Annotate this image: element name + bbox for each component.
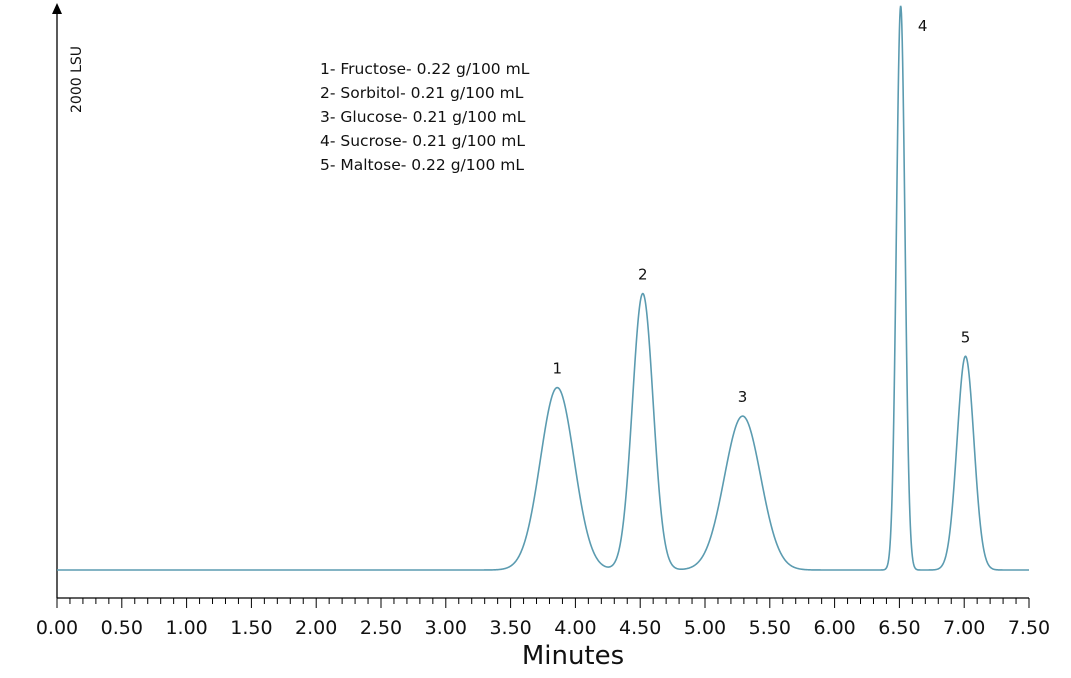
x-axis-label: Minutes	[522, 641, 624, 671]
x-ticks	[56, 598, 1030, 608]
x-tick-label: 0.00	[36, 617, 78, 639]
peak-labels: 1 2 3 4 5	[552, 17, 970, 406]
peak-label-3: 3	[738, 388, 748, 406]
y-axis-arrow-icon	[52, 3, 62, 14]
peak-label-4: 4	[918, 17, 928, 35]
x-axis: 0.00 0.50 1.00 1.50 2.00 2.50 3.00 3.50 4.00 4.50…	[36, 597, 1050, 671]
x-tick-label: 6.50	[878, 617, 920, 639]
x-tick-label: 1.00	[165, 617, 207, 639]
chromatogram-trace	[57, 5, 1029, 571]
legend-entry: 2- Sorbitol- 0.21 g/100 mL	[320, 84, 524, 102]
legend-entry: 1- Fructose- 0.22 g/100 mL	[320, 60, 530, 78]
y-axis: 2000 LSU	[52, 3, 85, 598]
y-axis-label: 2000 LSU	[69, 46, 85, 113]
legend-entry: 4- Sucrose- 0.21 g/100 mL	[320, 132, 525, 150]
x-tick-label: 4.50	[619, 617, 661, 639]
x-tick-label: 4.00	[554, 617, 596, 639]
peak-label-5: 5	[961, 328, 971, 346]
x-tick-label: 2.00	[295, 617, 337, 639]
x-tick-label: 7.50	[1008, 617, 1050, 639]
legend: 1- Fructose- 0.22 g/100 mL 2- Sorbitol- …	[320, 60, 530, 174]
legend-entry: 3- Glucose- 0.21 g/100 mL	[320, 108, 526, 126]
x-tick-label: 7.00	[943, 617, 985, 639]
x-tick-label: 6.00	[813, 617, 855, 639]
x-tick-labels: 0.00 0.50 1.00 1.50 2.00 2.50 3.00 3.50 4.00 4.50…	[36, 617, 1050, 639]
x-tick-label: 0.50	[101, 617, 143, 639]
x-tick-label: 5.00	[684, 617, 726, 639]
legend-entry: 5- Maltose- 0.22 g/100 mL	[320, 156, 524, 174]
x-tick-label: 3.00	[425, 617, 467, 639]
x-tick-label: 5.50	[749, 617, 791, 639]
x-tick-label: 2.50	[360, 617, 402, 639]
peak-label-2: 2	[638, 266, 648, 284]
x-tick-label: 3.50	[489, 617, 531, 639]
x-tick-label: 1.50	[230, 617, 272, 639]
peak-label-1: 1	[552, 360, 562, 378]
